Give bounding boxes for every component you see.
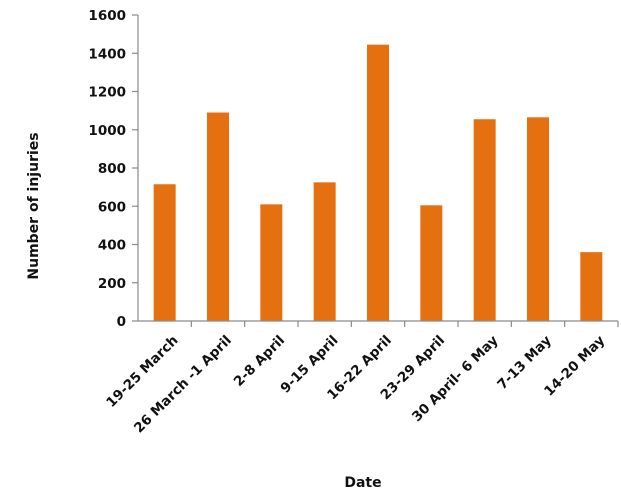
y-tick-label: 1600 <box>88 8 126 24</box>
y-tick-label: 1000 <box>88 123 126 139</box>
bar-4 <box>367 44 389 322</box>
bar-2 <box>260 204 283 321</box>
y-tick-label: 0 <box>117 314 126 330</box>
bar-3 <box>313 182 336 321</box>
y-tick-label: 800 <box>98 161 126 177</box>
bar-5 <box>420 205 443 321</box>
y-tick-label: 1400 <box>88 46 126 62</box>
bar-7 <box>527 117 549 321</box>
y-axis-title: Number of injuries <box>26 132 42 279</box>
y-tick-label: 200 <box>98 276 126 292</box>
y-axis-ticks: 0 200 400 600 800 1000 1200 1400 1600 <box>88 8 138 330</box>
bar-series <box>153 44 603 322</box>
y-tick-label: 1200 <box>88 85 126 101</box>
x-tick-label: 2-8 April <box>231 333 288 390</box>
y-tick-label: 600 <box>98 199 126 215</box>
bar-8 <box>580 252 603 321</box>
bar-1 <box>207 112 229 321</box>
y-tick-label: 400 <box>98 238 126 254</box>
bar-6 <box>473 119 496 321</box>
bar-0 <box>153 184 176 321</box>
x-tick-label: 26 March -1 April <box>131 333 235 437</box>
x-axis-title: Date <box>344 475 381 491</box>
